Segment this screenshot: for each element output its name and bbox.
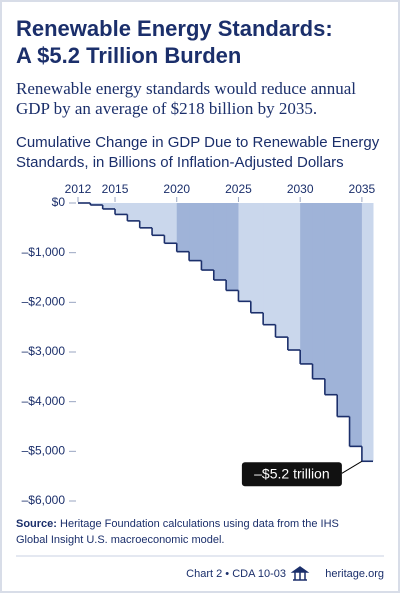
area-step	[90, 203, 104, 205]
annotation-leader	[341, 460, 363, 474]
area-step	[176, 203, 190, 252]
area-step	[127, 203, 141, 221]
y-tick-label: –$4,000	[22, 394, 66, 408]
x-tick-label: 2015	[102, 182, 129, 196]
source-text: Global Insight U.S. macroeconomic model.	[16, 534, 224, 546]
x-tick-label: 2012	[65, 182, 92, 196]
area-step	[115, 203, 128, 215]
area-step	[139, 203, 153, 228]
source: Source: Heritage Foundation calculations…	[16, 518, 339, 530]
area-step	[337, 203, 351, 417]
annotation-label: –$5.2 trillion	[254, 465, 330, 481]
area-step	[324, 203, 338, 395]
y-tick-label: –$3,000	[22, 344, 66, 358]
y-tick-label: –$5,000	[22, 444, 66, 458]
title-line: Renewable Energy Standards:	[16, 16, 333, 41]
source-text: Heritage Foundation calculations using d…	[60, 518, 339, 530]
y-tick-label: –$6,000	[22, 493, 66, 507]
area-step	[201, 203, 215, 271]
y-tick-label: –$1,000	[22, 245, 66, 259]
x-tick-label: 2035	[349, 182, 376, 196]
footer-site: heritage.org	[325, 568, 384, 580]
footer-id: Chart 2 • CDA 10-03	[186, 568, 286, 580]
area-step	[300, 203, 314, 364]
y-tick-label: –$2,000	[22, 295, 66, 309]
title-line: A $5.2 Trillion Burden	[16, 43, 241, 68]
area-step	[287, 203, 301, 351]
plot: $0 –$1,000 –$2,000 –$3,000 –$4,000 –$5,000 –$6…	[22, 182, 376, 507]
x-tick-label: 2020	[163, 182, 190, 196]
area-step	[213, 203, 227, 280]
y-tick-label: $0	[52, 195, 66, 209]
area-step	[361, 203, 374, 462]
x-tick-label: 2030	[287, 182, 314, 196]
area-step	[250, 203, 264, 313]
area-step	[349, 203, 363, 447]
area-step	[263, 203, 276, 325]
area-step	[189, 203, 202, 261]
icon	[290, 566, 310, 581]
area-step	[164, 203, 178, 244]
area-step	[102, 203, 116, 209]
chart-title-line: Cumulative Change in GDP Due to Renewabl…	[16, 134, 380, 151]
source-label: Source:	[16, 518, 57, 530]
area-step	[238, 203, 252, 302]
chart-title-line: Standards, in Billions of Inflation-Adju…	[16, 154, 344, 171]
x-tick-label: 2025	[225, 182, 252, 196]
annotation-box	[241, 462, 342, 487]
subtitle-line: GDP by an average of $218 billion by 203…	[16, 99, 317, 118]
area-step	[312, 203, 326, 379]
subtitle-line: Renewable energy standards would reduce …	[16, 79, 356, 98]
area-step	[152, 203, 165, 236]
area-step	[226, 203, 239, 291]
area-step	[275, 203, 289, 338]
